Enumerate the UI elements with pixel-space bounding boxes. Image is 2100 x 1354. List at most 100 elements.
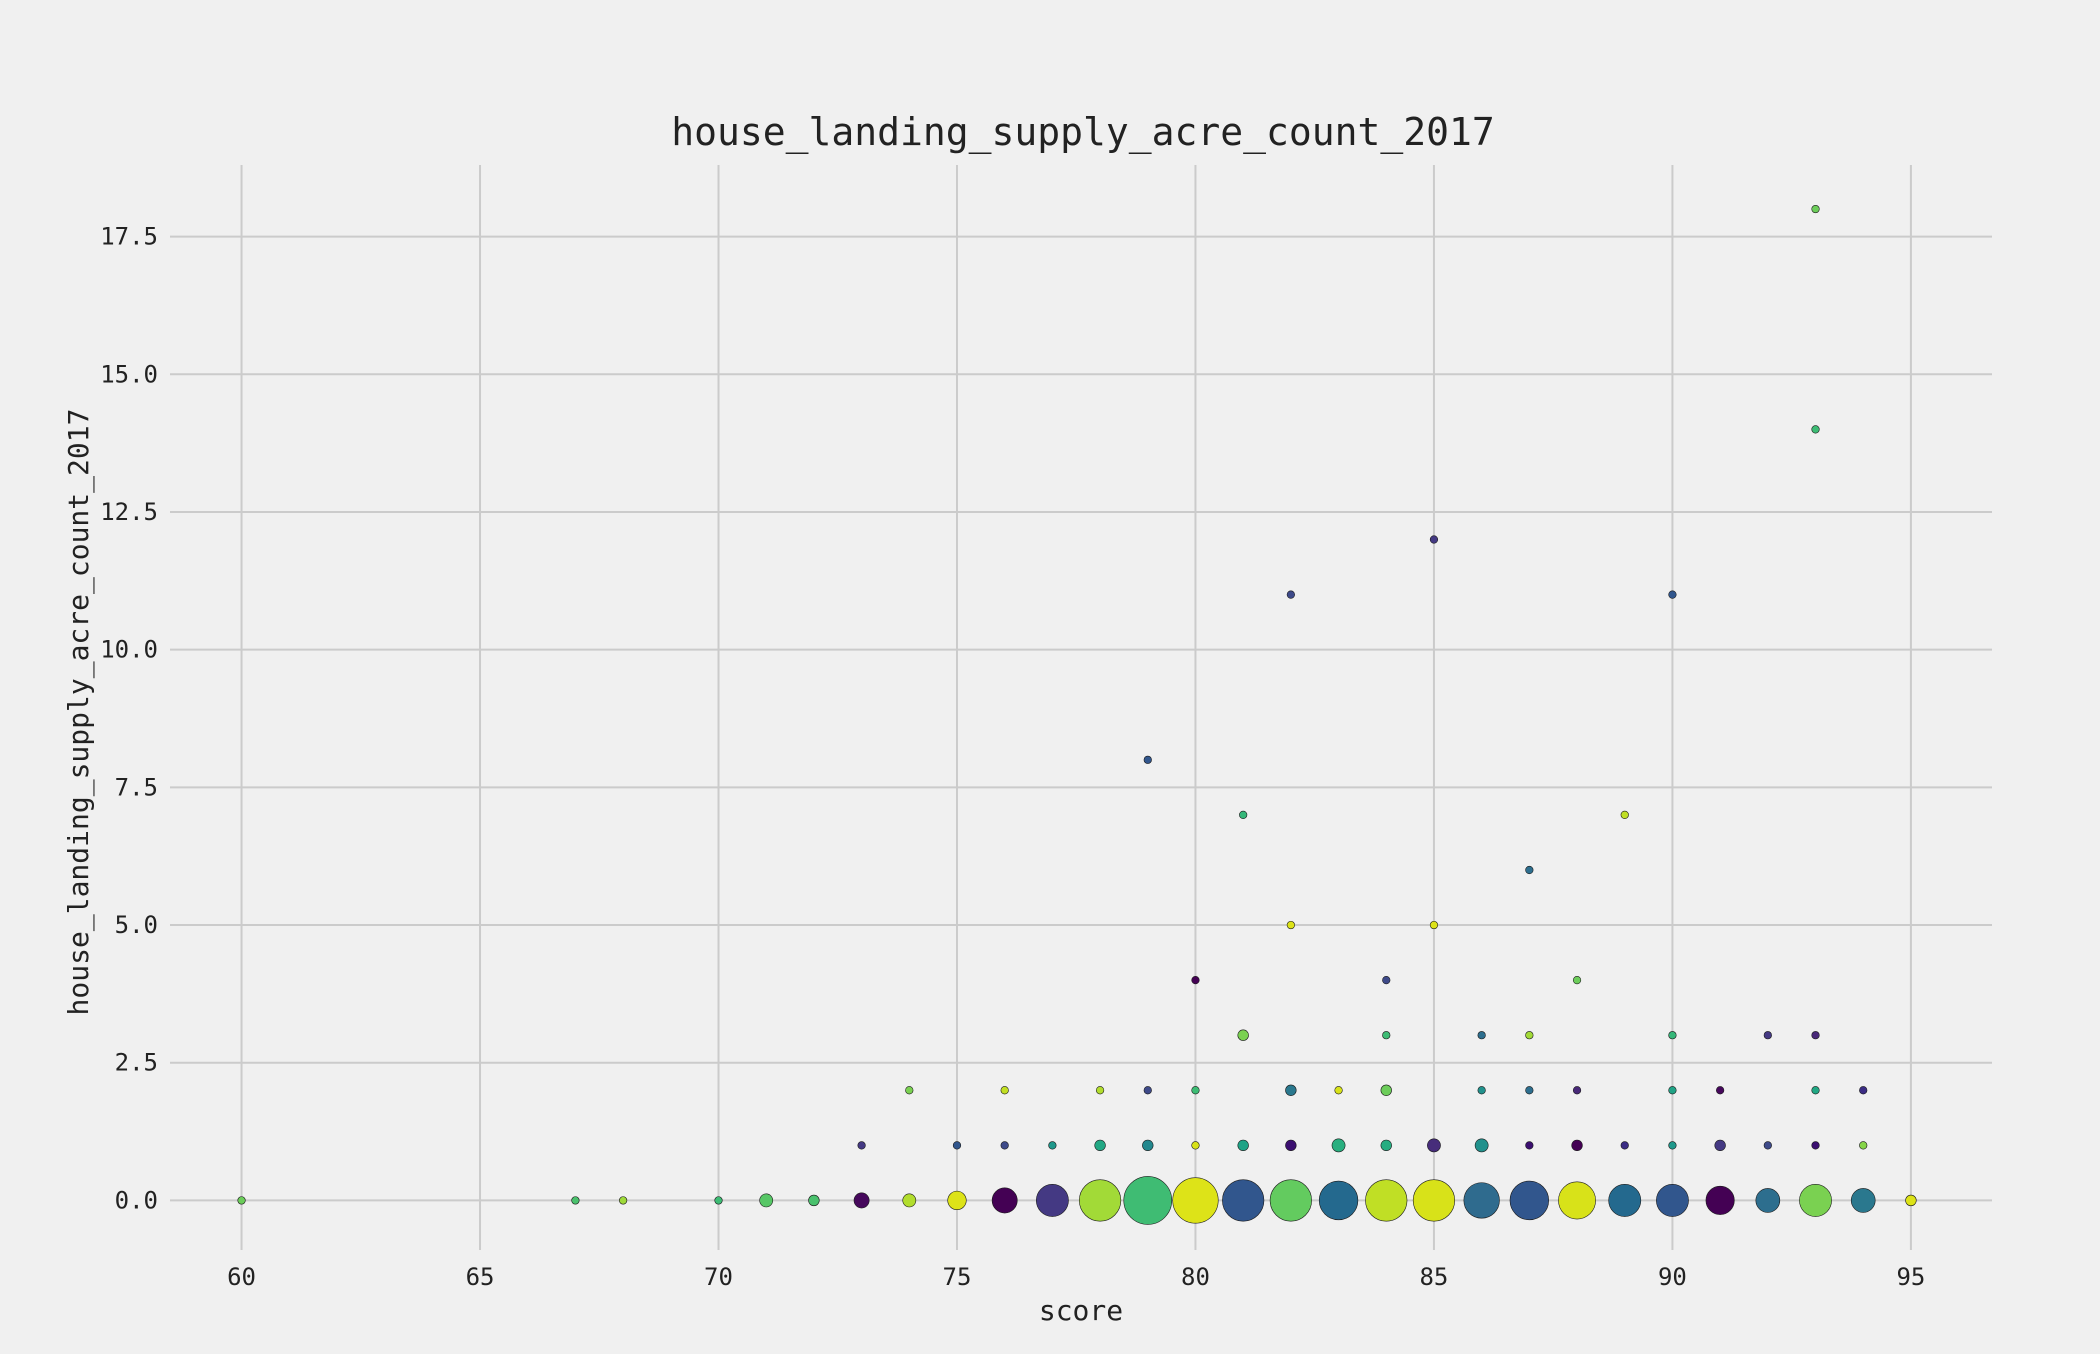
- scatter-point: [905, 1086, 914, 1095]
- scatter-point: [1094, 1139, 1106, 1152]
- scatter-point: [1143, 1086, 1152, 1095]
- scatter-point: [1811, 1086, 1820, 1095]
- scatter-point: [1525, 1086, 1534, 1095]
- scatter-point: [1269, 1179, 1312, 1222]
- x-tick-label: 90: [1658, 1263, 1687, 1291]
- scatter-point: [1477, 1031, 1486, 1040]
- scatter-point: [1237, 1029, 1249, 1041]
- scatter-point: [1000, 1086, 1009, 1095]
- scatter-point: [1318, 1180, 1359, 1221]
- scatter-point: [991, 1187, 1018, 1214]
- scatter-point: [902, 1193, 917, 1208]
- scatter-point: [1412, 1179, 1456, 1222]
- scatter-point: [1763, 1031, 1772, 1040]
- scatter-point: [1668, 590, 1677, 599]
- scatter-point: [1035, 1184, 1069, 1217]
- scatter-point: [1380, 1084, 1392, 1096]
- scatter-point: [1572, 976, 1582, 985]
- scatter-point: [1668, 1141, 1677, 1150]
- scatter-point: [1331, 1138, 1346, 1153]
- scatter-point: [1572, 1086, 1582, 1095]
- points-layer: [237, 204, 1917, 1225]
- scatter-point: [1172, 1177, 1219, 1224]
- scatter-point: [1716, 1086, 1725, 1095]
- scatter-point: [1509, 1180, 1549, 1221]
- y-tick-label: 7.5: [115, 773, 158, 801]
- scatter-point: [1620, 810, 1629, 819]
- scatter-point: [1286, 590, 1295, 599]
- scatter-point: [952, 1141, 962, 1150]
- scatter-point: [1525, 865, 1534, 875]
- scatter-point: [1656, 1184, 1689, 1217]
- scatter-point: [1463, 1182, 1500, 1219]
- scatter-point: [1427, 1138, 1441, 1153]
- x-tick-label: 65: [466, 1263, 495, 1291]
- scatter-point: [1859, 1086, 1868, 1095]
- x-tick-label: 70: [704, 1263, 733, 1291]
- y-axis-label: house_landing_supply_acre_count_2017: [62, 409, 96, 1016]
- scatter-point: [1608, 1184, 1642, 1217]
- scatter-point: [1859, 1141, 1868, 1150]
- scatter-point: [1705, 1185, 1735, 1215]
- y-tick-label: 0.0: [115, 1186, 158, 1214]
- scatter-point: [947, 1190, 967, 1211]
- scatter-point: [1334, 1086, 1343, 1095]
- scatter-point: [1799, 1184, 1832, 1217]
- scatter-point: [1668, 1031, 1677, 1040]
- scatter-point: [1191, 1141, 1200, 1150]
- scatter-point: [1714, 1139, 1726, 1152]
- scatter-point: [1382, 1031, 1391, 1040]
- scatter-point: [1000, 1141, 1009, 1150]
- scatter-point: [1811, 425, 1820, 434]
- scatter-point: [714, 1196, 723, 1205]
- x-tick-label: 85: [1419, 1263, 1448, 1291]
- grid-layer: [170, 165, 1992, 1250]
- scatter-point: [1285, 1139, 1297, 1152]
- scatter-point: [619, 1196, 628, 1205]
- scatter-point: [1191, 1086, 1200, 1095]
- scatter-point: [1811, 1141, 1820, 1150]
- y-tick-label: 17.5: [100, 223, 158, 251]
- y-tick-label: 2.5: [115, 1049, 158, 1077]
- scatter-point: [1763, 1141, 1772, 1150]
- scatter-point: [1811, 204, 1820, 214]
- scatter-point: [1143, 755, 1152, 764]
- scatter-point: [1222, 1179, 1265, 1222]
- scatter-point: [1048, 1141, 1057, 1150]
- scatter-point: [237, 1196, 246, 1205]
- chart-title: house_landing_supply_acre_count_2017: [671, 110, 1495, 155]
- scatter-point: [1286, 920, 1295, 930]
- x-tick-label: 75: [943, 1263, 972, 1291]
- scatter-point: [1123, 1176, 1173, 1225]
- scatter-point: [1620, 1141, 1629, 1150]
- scatter-point: [1850, 1188, 1876, 1213]
- scatter-point: [1429, 535, 1439, 544]
- x-tick-label: 95: [1896, 1263, 1925, 1291]
- scatter-point: [759, 1193, 774, 1208]
- scatter-point: [1191, 976, 1200, 985]
- scatter-point: [1811, 1031, 1820, 1040]
- scatter-point: [1558, 1181, 1596, 1220]
- scatter-point: [1905, 1194, 1917, 1207]
- scatter-point: [808, 1194, 820, 1207]
- scatter-point: [853, 1192, 870, 1209]
- y-tick-label: 15.0: [100, 360, 158, 388]
- scatter-point: [1365, 1179, 1408, 1222]
- scatter-point: [1525, 1031, 1534, 1040]
- x-tick-label: 80: [1181, 1263, 1210, 1291]
- scatter-point: [1239, 810, 1248, 819]
- scatter-point: [1477, 1086, 1486, 1095]
- scatter-point: [1474, 1138, 1489, 1153]
- scatter-point: [1755, 1188, 1781, 1213]
- x-tick-label: 60: [227, 1263, 256, 1291]
- scatter-point: [1429, 920, 1439, 930]
- scatter-point: [1382, 976, 1391, 985]
- y-tick-label: 10.0: [100, 636, 158, 664]
- tick-labels: 60 65 70 75 80 85 90 95 0.0 2.5 5.0 7.5 10.0 12.5 15.0…: [100, 223, 1925, 1291]
- scatter-point: [1237, 1139, 1249, 1152]
- scatter-point: [1285, 1084, 1297, 1096]
- x-axis-label: score: [1039, 1294, 1123, 1327]
- scatter-point: [857, 1141, 866, 1150]
- scatter-point: [1095, 1086, 1105, 1095]
